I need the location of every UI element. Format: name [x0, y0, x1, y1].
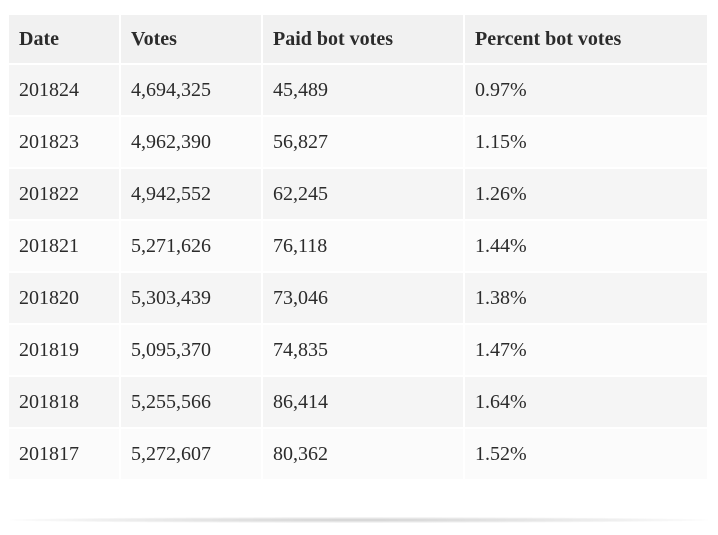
- cell-percent-bot-votes: 1.44%: [465, 221, 707, 271]
- cell-votes: 5,272,607: [121, 429, 261, 479]
- card-shadow: [9, 517, 709, 523]
- cell-votes: 4,962,390: [121, 117, 261, 167]
- cell-votes: 5,255,566: [121, 377, 261, 427]
- cell-percent-bot-votes: 1.15%: [465, 117, 707, 167]
- table-row: 201821 5,271,626 76,118 1.44%: [9, 221, 707, 271]
- cell-percent-bot-votes: 1.47%: [465, 325, 707, 375]
- cell-paid-bot-votes: 45,489: [263, 65, 463, 115]
- cell-date: 201824: [9, 65, 119, 115]
- data-table-container: Date Votes Paid bot votes Percent bot vo…: [9, 15, 709, 479]
- cell-votes: 5,303,439: [121, 273, 261, 323]
- table-row: 201819 5,095,370 74,835 1.47%: [9, 325, 707, 375]
- cell-date: 201818: [9, 377, 119, 427]
- cell-percent-bot-votes: 1.26%: [465, 169, 707, 219]
- cell-percent-bot-votes: 1.38%: [465, 273, 707, 323]
- cell-date: 201819: [9, 325, 119, 375]
- table-row: 201818 5,255,566 86,414 1.64%: [9, 377, 707, 427]
- table-row: 201820 5,303,439 73,046 1.38%: [9, 273, 707, 323]
- cell-date: 201823: [9, 117, 119, 167]
- table-header-row: Date Votes Paid bot votes Percent bot vo…: [9, 15, 707, 63]
- header-date: Date: [9, 15, 119, 63]
- cell-votes: 5,095,370: [121, 325, 261, 375]
- cell-paid-bot-votes: 62,245: [263, 169, 463, 219]
- cell-date: 201817: [9, 429, 119, 479]
- cell-date: 201821: [9, 221, 119, 271]
- cell-date: 201822: [9, 169, 119, 219]
- cell-percent-bot-votes: 1.64%: [465, 377, 707, 427]
- table-row: 201824 4,694,325 45,489 0.97%: [9, 65, 707, 115]
- cell-percent-bot-votes: 1.52%: [465, 429, 707, 479]
- table-row: 201817 5,272,607 80,362 1.52%: [9, 429, 707, 479]
- header-paid-bot-votes: Paid bot votes: [263, 15, 463, 63]
- cell-date: 201820: [9, 273, 119, 323]
- header-percent-bot-votes: Percent bot votes: [465, 15, 707, 63]
- cell-paid-bot-votes: 73,046: [263, 273, 463, 323]
- header-votes: Votes: [121, 15, 261, 63]
- table-row: 201823 4,962,390 56,827 1.15%: [9, 117, 707, 167]
- cell-votes: 5,271,626: [121, 221, 261, 271]
- cell-paid-bot-votes: 56,827: [263, 117, 463, 167]
- table-row: 201822 4,942,552 62,245 1.26%: [9, 169, 707, 219]
- cell-paid-bot-votes: 86,414: [263, 377, 463, 427]
- cell-paid-bot-votes: 74,835: [263, 325, 463, 375]
- cell-votes: 4,694,325: [121, 65, 261, 115]
- cell-votes: 4,942,552: [121, 169, 261, 219]
- cell-paid-bot-votes: 80,362: [263, 429, 463, 479]
- cell-percent-bot-votes: 0.97%: [465, 65, 707, 115]
- cell-paid-bot-votes: 76,118: [263, 221, 463, 271]
- bot-votes-table: Date Votes Paid bot votes Percent bot vo…: [7, 13, 709, 481]
